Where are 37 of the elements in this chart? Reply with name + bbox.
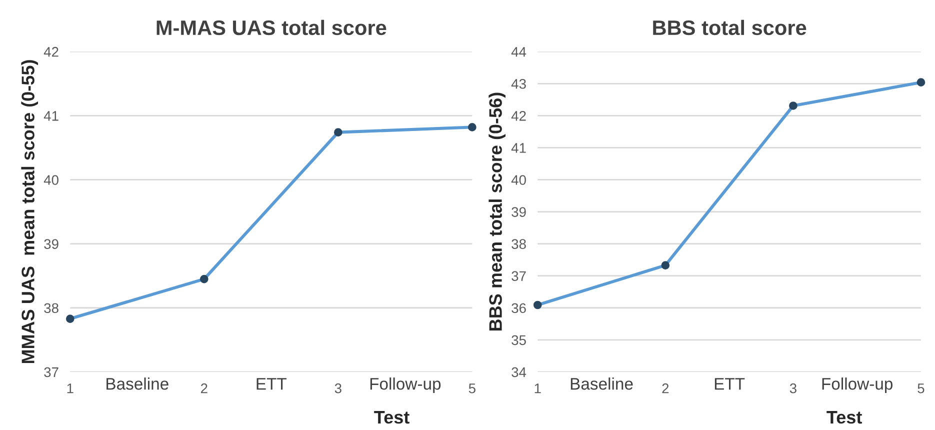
x-tick-label: 1 — [67, 384, 74, 394]
y-tick-label: 40 — [44, 175, 58, 185]
text: Baseline — [570, 378, 633, 390]
y-tick-label: 37 — [512, 271, 526, 282]
x-tick-label: 5 — [468, 384, 476, 394]
text: Follow-up — [822, 378, 893, 394]
y-axis-title: MMAS UAS mean total score (0-55) — [21, 60, 38, 364]
text: ETT — [256, 378, 287, 390]
chart-title: M-MAS UAS total score — [156, 20, 386, 36]
y-tick-label: 38 — [512, 239, 526, 249]
y-tick-label: 34 — [512, 367, 526, 378]
x-tick-label: 5 — [918, 384, 924, 394]
x-tick-label: 2 — [200, 383, 208, 394]
text: Baseline — [106, 378, 168, 390]
y-tick-label: 41 — [44, 111, 58, 121]
y-tick-label: 42 — [44, 46, 58, 57]
y-tick-label: 38 — [44, 303, 58, 314]
text: ETT — [714, 378, 745, 390]
text: Follow-up — [370, 378, 441, 394]
y-tick-label: 39 — [44, 239, 58, 249]
x-axis-title: Test — [374, 411, 410, 424]
x-axis-title: Test — [826, 411, 862, 424]
y-axis-title: BBS mean total score (0-56) — [488, 92, 506, 330]
x-tick-label: 2 — [662, 383, 669, 394]
y-tick-label: 36 — [512, 303, 526, 314]
x-tick-label: 3 — [790, 383, 796, 394]
y-tick-label: 37 — [44, 367, 58, 378]
y-tick-label: 44 — [511, 47, 526, 57]
chart-title: BBS total score — [653, 20, 806, 36]
y-tick-label: 41 — [511, 143, 526, 153]
x-tick-label: 3 — [334, 383, 342, 394]
y-tick-label: 42 — [511, 111, 526, 121]
y-tick-label: 43 — [511, 78, 526, 89]
y-tick-label: 39 — [512, 207, 526, 217]
y-tick-label: 40 — [511, 175, 526, 185]
y-tick-label: 35 — [512, 335, 526, 346]
x-tick-label: 1 — [534, 384, 541, 394]
